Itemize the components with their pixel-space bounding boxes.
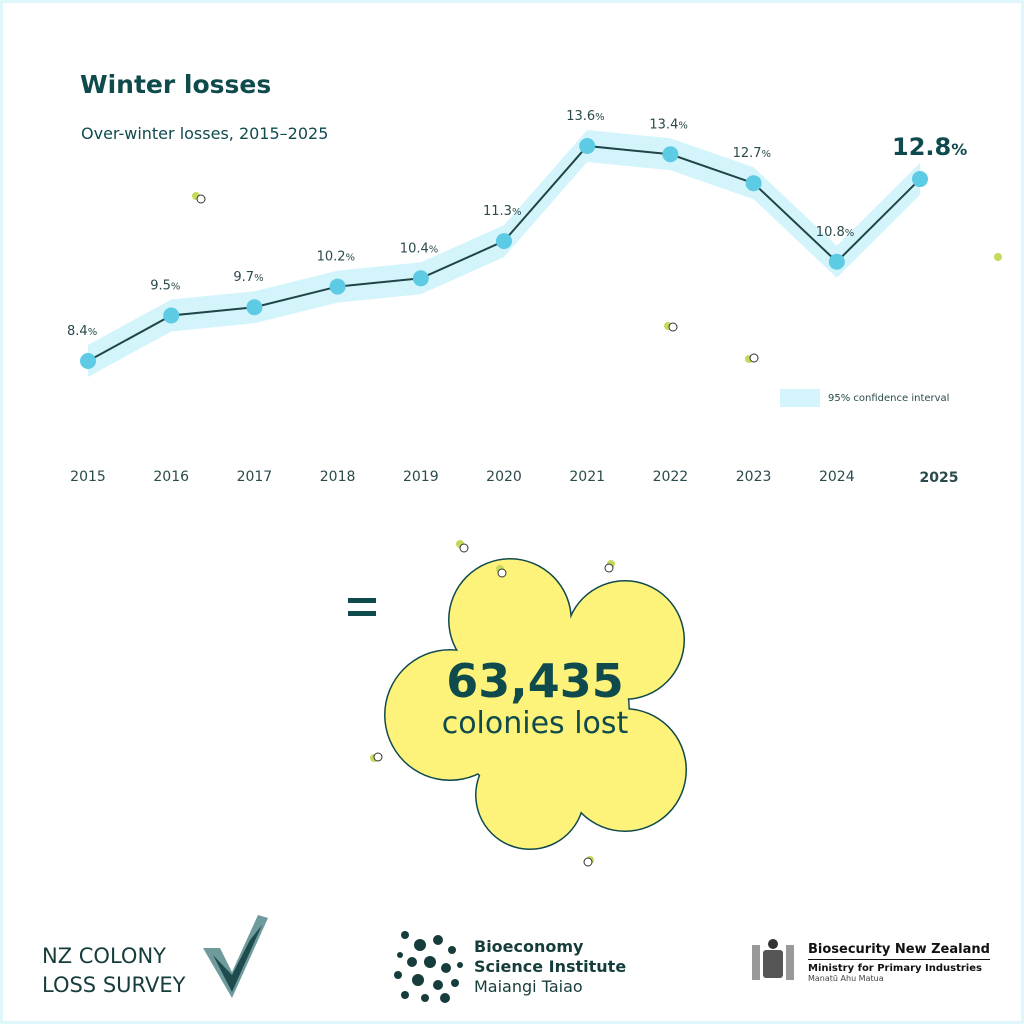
logo-text: Maiangi Taiao (474, 977, 583, 996)
data-point (163, 307, 180, 324)
data-label: 9.5% (150, 279, 180, 294)
logo-text: Science Institute (474, 957, 627, 976)
biosecurity-nz-logo: Biosecurity New Zealand Ministry for Pri… (808, 942, 990, 983)
data-label: 13.6% (566, 109, 604, 124)
x-tick-label: 2019 (403, 469, 439, 485)
data-point (329, 278, 346, 295)
x-tick-label: 2024 (819, 469, 855, 485)
data-point (412, 270, 429, 287)
data-point (912, 171, 928, 188)
data-label: 12.7% (733, 146, 771, 161)
x-tick-label: 2021 (569, 469, 605, 485)
logo-text: Manatū Ahu Matua (808, 974, 884, 983)
data-point (579, 137, 596, 154)
data-label: 10.8% (816, 225, 854, 240)
x-tick-label: 2025 (920, 470, 959, 486)
data-label: 10.2% (317, 250, 355, 265)
colonies-lost-value: 63,435 (446, 654, 624, 708)
x-tick-label: 2015 (70, 469, 106, 485)
data-point (745, 175, 762, 192)
chart-subtitle: Over-winter losses, 2015–2025 (81, 124, 329, 143)
logo-text: NZ COLONY (42, 944, 166, 968)
data-point (80, 353, 96, 369)
chart-title: Winter losses (80, 70, 272, 99)
colonies-lost-label: colonies lost (441, 706, 629, 741)
data-label: 8.4% (67, 324, 97, 339)
x-tick-label: 2016 (153, 469, 189, 485)
data-label: 10.4% (400, 241, 438, 256)
data-point (496, 233, 512, 250)
legend-label: 95% confidence interval (828, 392, 950, 404)
data-label: 11.3% (483, 204, 521, 219)
bioeconomy-science-institute-logo: Bioeconomy Science Institute Maiangi Tai… (474, 937, 626, 997)
data-point (246, 299, 263, 316)
data-point (662, 146, 679, 163)
logo-text: Ministry for Primary Industries (808, 963, 982, 974)
legend-swatch (780, 389, 820, 407)
x-tick-label: 2017 (237, 469, 273, 485)
data-label: 13.4% (649, 117, 687, 132)
nz-colony-loss-survey-logo: NZ COLONY LOSS SURVEY (42, 942, 185, 1000)
logo-text: LOSS SURVEY (42, 973, 186, 997)
data-label: 9.7% (233, 270, 263, 285)
x-tick-label: 2022 (653, 469, 689, 485)
data-label: 12.8% (892, 133, 967, 161)
x-tick-label: 2018 (320, 469, 356, 485)
line-chart: 8.4% 2015 9.5% 2016 9.7% 2017 10.2% 2018 10.4% 20… (67, 109, 967, 486)
confidence-band (88, 129, 920, 377)
x-tick-label: 2023 (736, 469, 772, 485)
logo-text: Biosecurity New Zealand (808, 942, 990, 960)
equals-sign (348, 598, 376, 618)
legend: 95% confidence interval (780, 389, 949, 407)
logo-text: Bioeconomy (474, 937, 584, 956)
summary: 63,435 colonies lost (380, 655, 690, 741)
data-point (828, 253, 845, 270)
x-tick-label: 2020 (486, 469, 522, 485)
